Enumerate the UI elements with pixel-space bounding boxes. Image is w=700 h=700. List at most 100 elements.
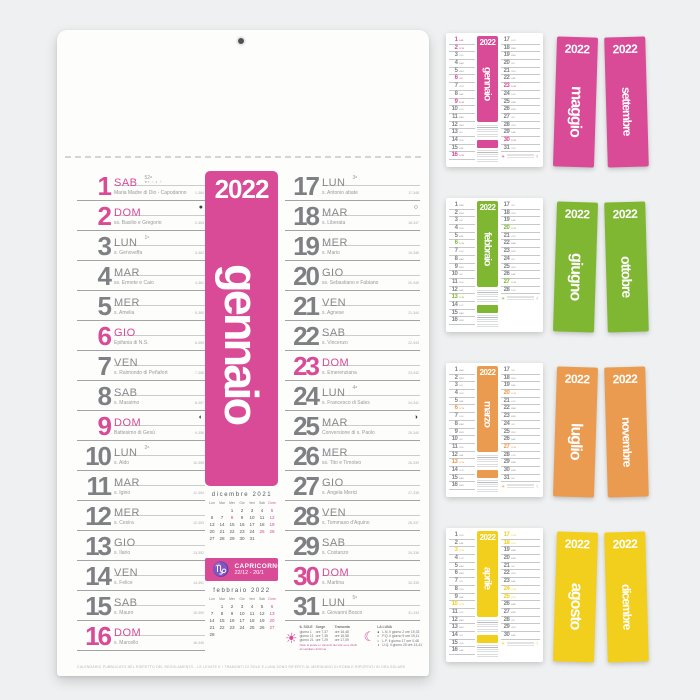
sun-note: Nota: le levate e i tramonti del sole so… (299, 643, 357, 651)
mini-weekday-label: MAR (511, 604, 516, 607)
mini-day-row: 24 GIO (501, 256, 540, 264)
strip-month-name: luglio (566, 422, 585, 461)
mini-day-number: 17 (503, 37, 510, 43)
mini-weekday-label: GIO (459, 581, 464, 584)
weekday-label: VEN (322, 507, 347, 519)
day-row: 15 SAB s. Mauro 15-350 (77, 591, 205, 621)
weekday-label: GIO (322, 267, 344, 279)
strip-month-name: giugno (566, 252, 585, 301)
mini-weekday-label: LUN (459, 416, 464, 419)
weekday-label: DOM (114, 207, 142, 219)
mini-day-row: 28 LUN (501, 287, 540, 295)
saint-name: s. Costanzo (322, 550, 349, 556)
date-cell: 27 (209, 536, 215, 541)
date-cell (267, 631, 277, 638)
mini-day-row: 27 MER (501, 609, 540, 617)
mini-day-row: 21 GIO (501, 563, 540, 571)
day-number: 2 (97, 201, 112, 231)
strip-year: 2022 (564, 206, 590, 222)
mini-day-row: 2 DOM (449, 45, 475, 53)
mini-weekday-label: GIO (511, 116, 516, 119)
mini-weekday-label: GIO (511, 258, 516, 261)
mini-day-number: 9 (454, 593, 458, 600)
date-cell: 17 (239, 618, 245, 623)
day-number: 31 (293, 591, 320, 621)
mini-day-number: 21 (503, 397, 510, 404)
day-of-year: 27-338 (408, 491, 419, 495)
weekday-label: LUN (322, 177, 346, 189)
panel-row: 1 SAB 2 DOM 3 LUN 4 MAR 5 MER 6 GIO 7 VEN 8 SAB 9 DOM 10 LU… (446, 33, 649, 168)
mini-day-number: 13 (451, 129, 458, 136)
weekday-header-cell: Ven (249, 501, 255, 505)
mini-day-row: 15 VEN (449, 640, 475, 648)
mini-day-row: 30 DOM (501, 137, 540, 145)
mini-weekday-label: MAR (511, 408, 516, 411)
day-row: 10 LUN 2ᵃ s. Aldo 10-355 (77, 441, 205, 471)
mini-calendar-gennaio: 1 SAB 2 DOM 3 LUN 4 MAR 5 MER 6 GIO 7 VEN 8 SAB 9 DOM 10 LU… (446, 33, 543, 167)
date-cell: 13 (269, 611, 275, 616)
mini-month-week: 20 21 22 23 24 25 26 (207, 528, 277, 535)
day-of-year: 29-336 (408, 551, 419, 555)
day-number: 4 (97, 261, 112, 291)
mini-day-number: 6 (454, 75, 458, 82)
moon-phase-row: ◐ P.Q. il giorno 9 ore 19,11 (377, 634, 420, 639)
mini-day-number: 29 (503, 624, 510, 631)
mini-day-number: 23 (503, 248, 510, 255)
weekday-header-cell: Sab (258, 501, 266, 505)
mini-day-row: 2 MER (449, 210, 475, 218)
sun-icon: ☀ (501, 153, 506, 159)
mini-weekday-label: GIO (459, 132, 464, 135)
day-number: 13 (85, 531, 112, 561)
mini-day-row: 15 MAR (449, 475, 475, 483)
day-row: 22 SAB s. Vincenzo 22-343 (285, 321, 420, 351)
mini-right-column: 17 LUN 18 MAR 19 MER 20 GIO 21 VEN 22 SAB 23 DOM 24 LUN… (501, 37, 540, 160)
mini-day-number: 8 (454, 585, 458, 592)
mini-day-number: 19 (503, 382, 510, 389)
month-strip-settembre: 2022 settembre (604, 36, 649, 168)
mini-weekday-label: SAB (511, 439, 516, 442)
date-cell (207, 507, 217, 514)
mini-weekday-label: VEN (511, 377, 516, 380)
date-cell: 23 (229, 625, 235, 630)
mini-weekday-label: GIO (459, 385, 464, 388)
mini-band-month-name: febbraio (481, 231, 494, 266)
mini-weekday-label: MAR (459, 63, 464, 66)
day-row: 8 SAB s. Massimo 8-357 (77, 381, 205, 411)
mini-day-number: 6 (454, 240, 458, 247)
mini-day-row: 30 SAB (501, 632, 540, 640)
mini-day-row: 8 SAB (449, 91, 475, 99)
mini-day-row: 22 VEN (501, 570, 540, 579)
saint-name: s. Felice (114, 580, 133, 586)
date-cell (217, 507, 227, 514)
mini-day-number: 29 (503, 459, 510, 466)
mini-day-row: 25 MAR (501, 99, 540, 107)
mini-day-row: 10 LUN (449, 106, 475, 114)
mini-weekday-label: GIO (511, 565, 516, 568)
mini-day-number: 30 (503, 136, 510, 143)
week-number: 52ᵃ ●◐○◑☽ (144, 175, 163, 184)
mini-day-number: 3 (454, 547, 458, 554)
mini-day-number: 13 (451, 459, 458, 466)
mini-day-number: 17 (503, 202, 510, 208)
weekday-label: SAB (114, 597, 138, 609)
mini-month-band: 2022 aprile (477, 531, 498, 617)
mini-band-year: 2022 (479, 203, 496, 212)
mini-month-week: 14 15 16 17 18 19 20 (207, 617, 277, 624)
mini-weekday-label: SAB (511, 220, 516, 223)
day-of-year: 4-361 (195, 281, 204, 285)
mini-day-number: 2 (454, 374, 458, 381)
weekday-label: MAR (322, 417, 348, 429)
weekday-label: MAR (114, 477, 140, 489)
mini-month-title: dicembre 2021 (211, 492, 273, 498)
mini-day-row: 18 MAR (501, 45, 540, 53)
moon-phase-icon: ○ (413, 204, 418, 211)
mini-day-number: 16 (451, 317, 458, 324)
day-of-year: 15-350 (193, 611, 204, 615)
mini-day-row: 13 GIO (449, 129, 475, 137)
mini-day-number: 5 (454, 562, 458, 569)
strip-year: 2022 (564, 41, 590, 57)
prev-month-grid: dicembre 2021 Lun Mar Mer Gio Ven Sab Dom 1 2 3 4 5 6… (207, 492, 277, 542)
mini-weekday-label: SAB (459, 289, 464, 292)
wall-calendar-sheet: 1 SAB 52ᵃ ●◐○◑☽ Maria Madre di Dio - Capodan… (57, 30, 429, 676)
strip-year: 2022 (612, 206, 638, 222)
